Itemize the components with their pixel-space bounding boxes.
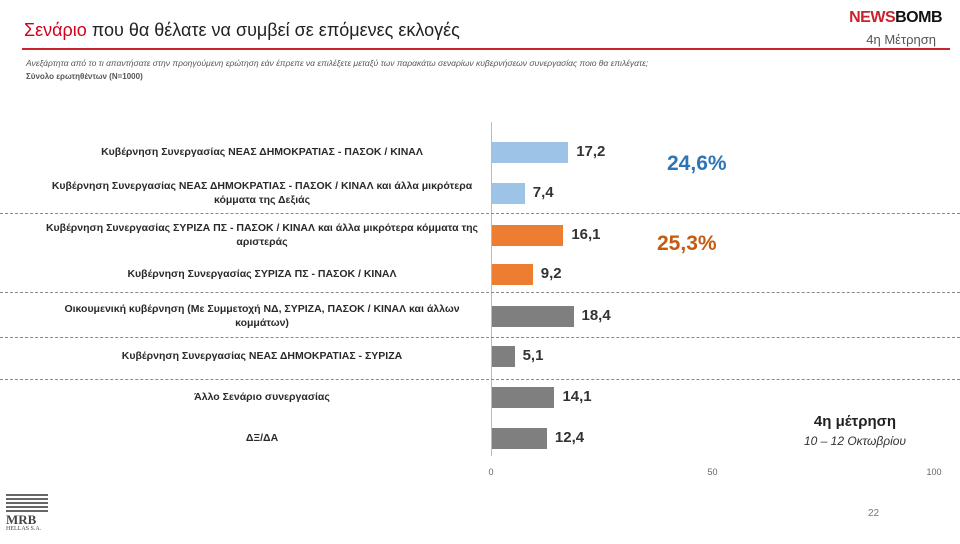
x-tick-label: 100 xyxy=(926,467,942,477)
title-divider xyxy=(22,48,950,50)
category-label: ΔΞ/ΔΑ xyxy=(245,432,279,444)
mrb-logo-name: MRB xyxy=(6,512,37,527)
category-label: Κυβέρνηση Συνεργασίας ΝΕΑΣ ΔΗΜΟΚΡΑΤΙΑΣ -… xyxy=(51,180,473,206)
title-highlight: Σενάριο xyxy=(24,20,87,40)
category-label: Κυβέρνηση Συνεργασίας ΣΥΡΙΖΑ ΠΣ - ΠΑΣΟΚ … xyxy=(45,222,479,248)
wave-annotation-title: 4η μέτρηση xyxy=(813,413,897,430)
category-label: Οικουμενική κυβέρνηση (Με Συμμετοχή ΝΔ, … xyxy=(64,303,460,329)
logo-news: NEWS xyxy=(849,9,896,26)
wave-annotation-dates: 10 – 12 Οκτωβρίου xyxy=(803,434,907,448)
mrb-logo: MRB HELLAS S.A. xyxy=(6,494,48,532)
question-text: Ανεξάρτητα από το τι απαντήσατε στην προ… xyxy=(26,58,649,68)
category-label: Κυβέρνηση Συνεργασίας ΝΕΑΣ ΔΗΜΟΚΡΑΤΙΑΣ -… xyxy=(101,146,423,158)
wave-annotation: 4η μέτρηση 10 – 12 Οκτωβρίου xyxy=(750,413,960,448)
bar xyxy=(492,225,564,246)
data-label: 18,4 xyxy=(581,307,611,324)
bar xyxy=(492,346,515,367)
page-title: Σενάριο που θα θέλατε να συμβεί σε επόμε… xyxy=(24,20,460,41)
group-separator xyxy=(0,337,960,338)
data-label: 7,4 xyxy=(532,184,554,201)
x-tick-label: 50 xyxy=(707,467,718,477)
newsbomb-logo: NEWSBOMB xyxy=(849,9,942,27)
category-label: Άλλο Σενάριο συνεργασίας xyxy=(194,391,330,403)
data-label: 17,2 xyxy=(576,143,606,160)
mrb-logo-sub: HELLAS S.A. xyxy=(6,526,42,532)
logo-bomb: BOMB xyxy=(895,9,942,26)
page-number: 22 xyxy=(868,508,880,519)
group-separator xyxy=(0,213,960,214)
y-axis-line xyxy=(491,122,492,456)
bar xyxy=(492,387,555,408)
group-total-label: 24,6% xyxy=(667,152,727,175)
title-rest: που θα θέλατε να συμβεί σε επόμενες εκλο… xyxy=(86,20,460,40)
x-tick-label: 0 xyxy=(488,467,494,477)
bar xyxy=(492,183,525,204)
data-label: 16,1 xyxy=(571,226,601,243)
bar xyxy=(492,306,574,327)
sample-text: Σύνολο ερωτηθέντων (Ν=1000) xyxy=(26,72,143,81)
bar xyxy=(492,264,533,285)
data-label: 12,4 xyxy=(554,429,585,446)
category-label: Κυβέρνηση Συνεργασίας ΝΕΑΣ ΔΗΜΟΚΡΑΤΙΑΣ -… xyxy=(121,350,403,362)
bar xyxy=(492,142,569,163)
group-total-label: 25,3% xyxy=(657,232,717,255)
bar xyxy=(492,428,547,449)
category-label: Κυβέρνηση Συνεργασίας ΣΥΡΙΖΑ ΠΣ - ΠΑΣΟΚ … xyxy=(127,268,397,280)
wave-label: 4η Μέτρηση xyxy=(866,32,936,47)
data-label: 5,1 xyxy=(522,347,544,364)
group-separator xyxy=(0,379,960,380)
mrb-logo-bars xyxy=(6,494,48,512)
data-label: 9,2 xyxy=(540,265,562,282)
group-separator xyxy=(0,292,960,293)
data-label: 14,1 xyxy=(562,388,592,405)
